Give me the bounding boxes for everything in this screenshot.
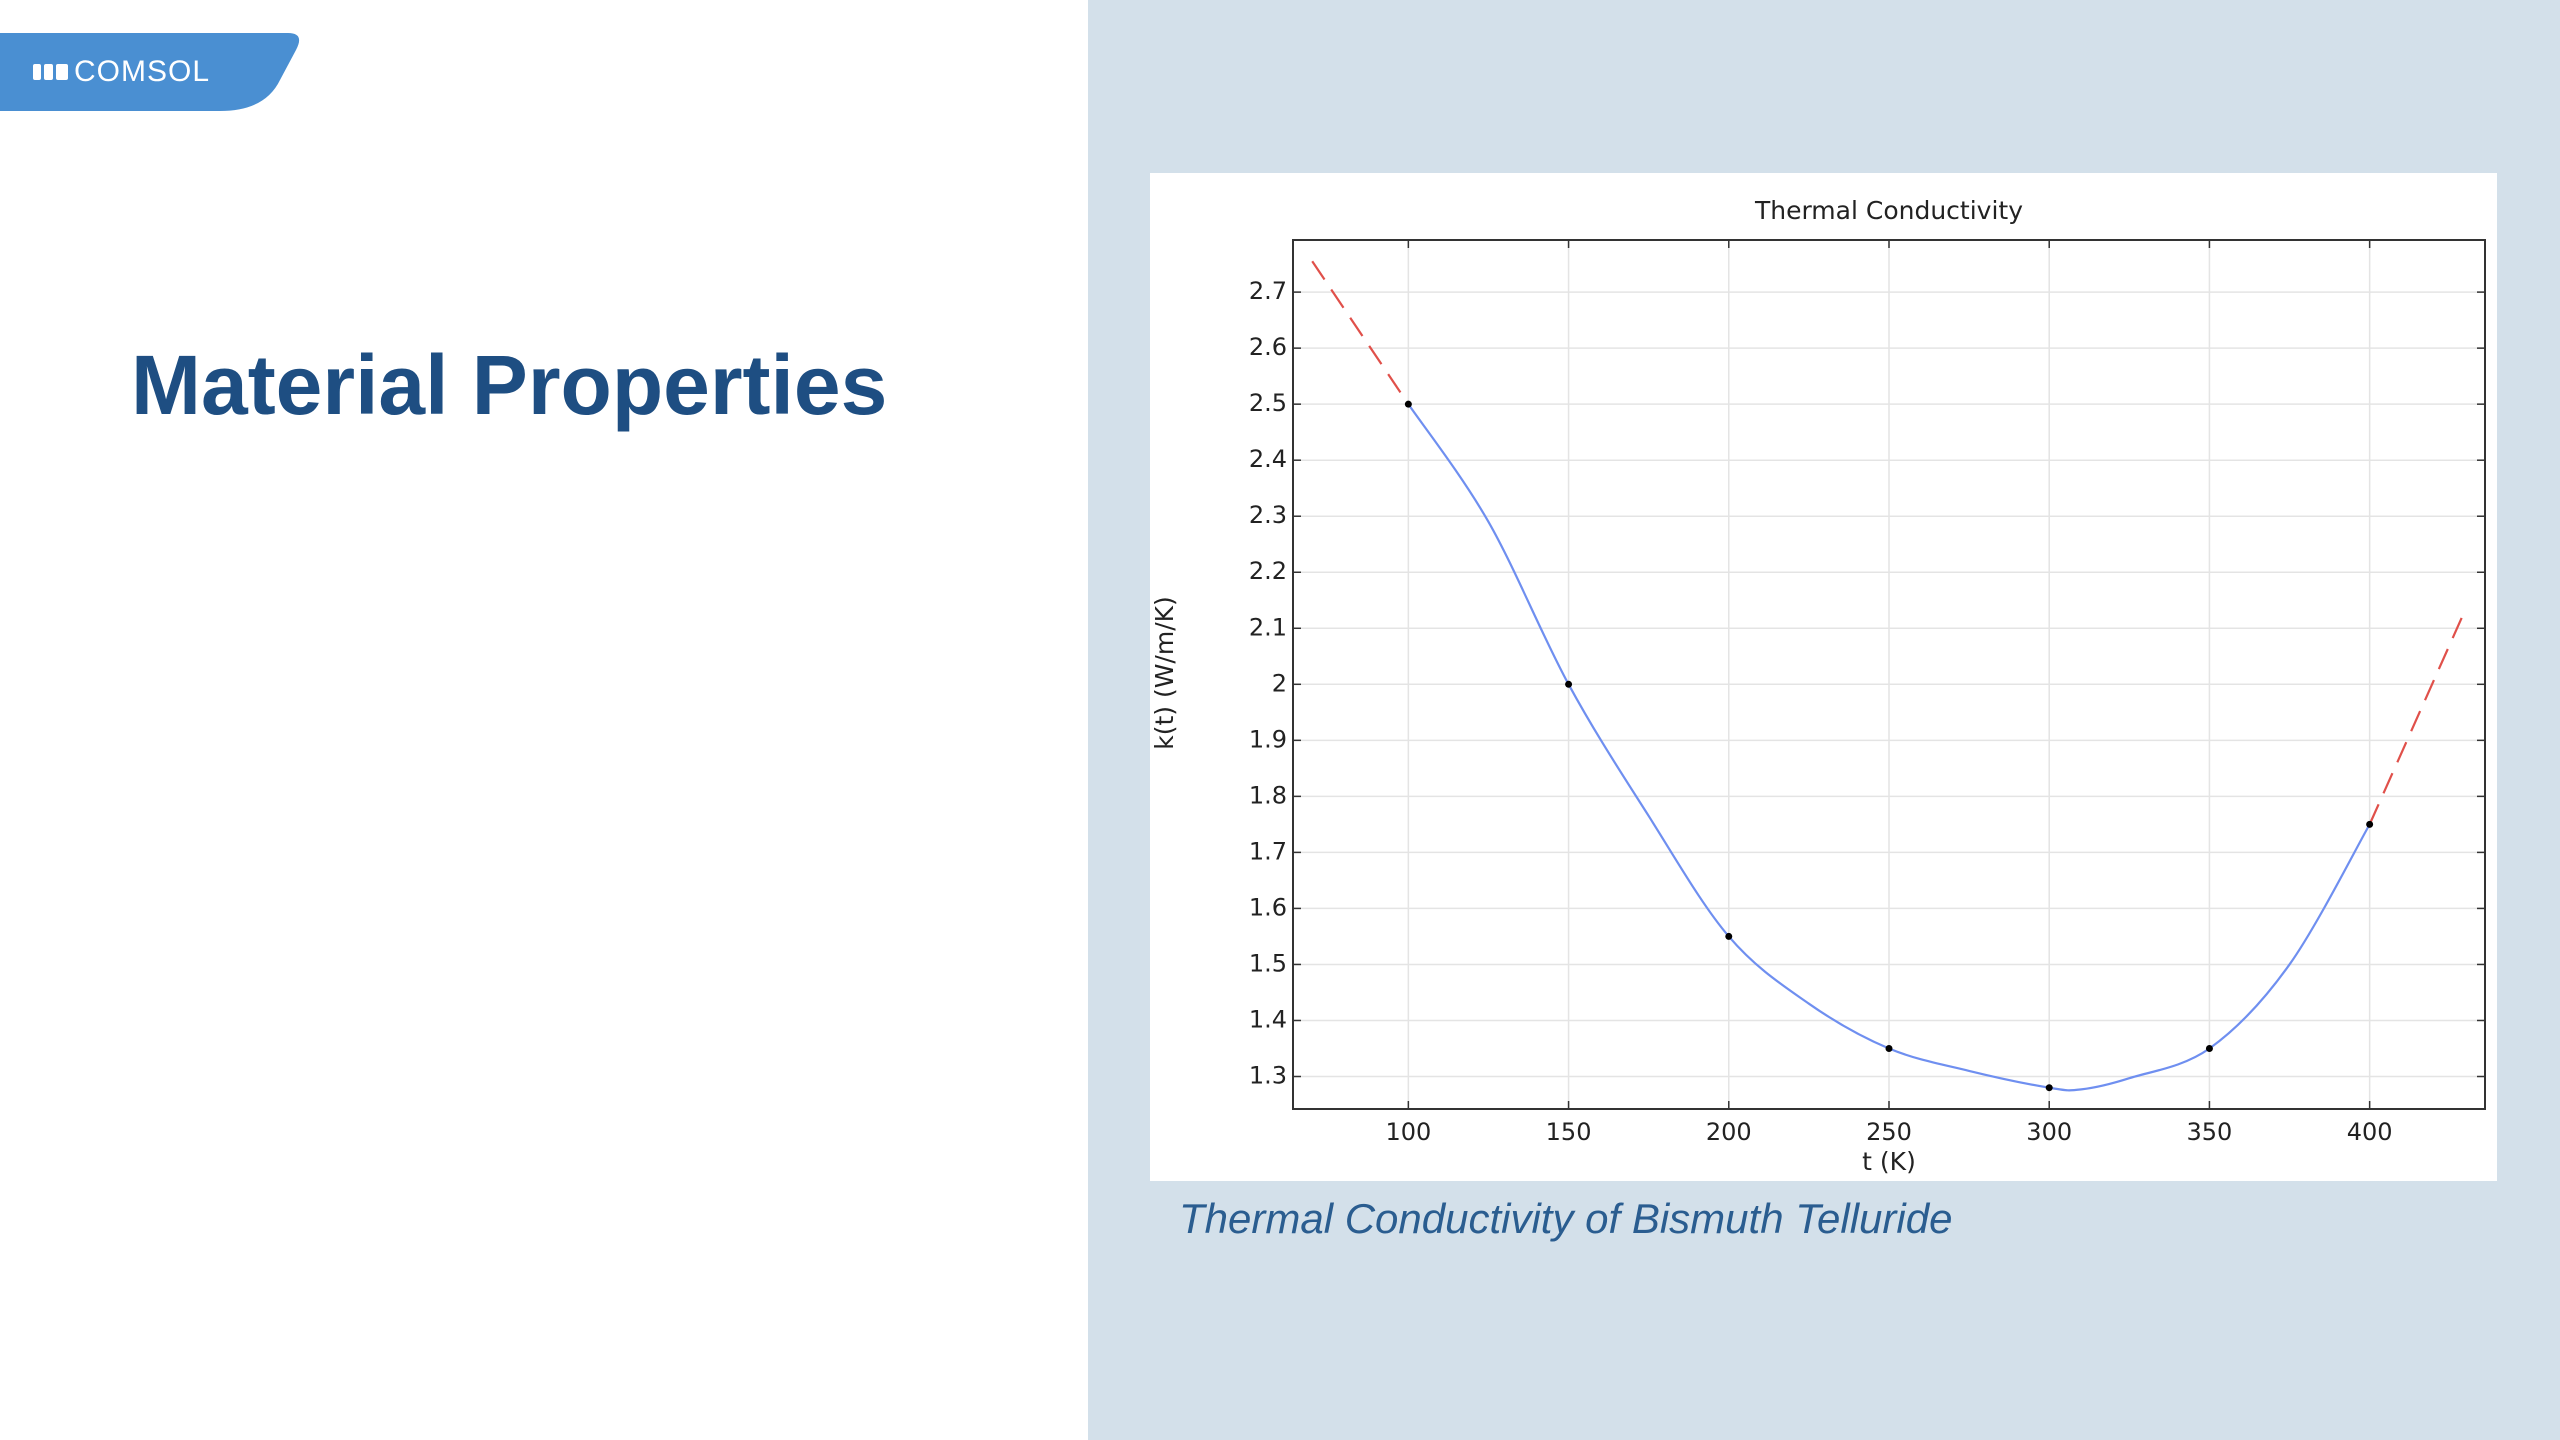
extrapolation-line xyxy=(1311,260,1410,405)
data-point xyxy=(1885,1044,1893,1052)
y-tick-label: 1.7 xyxy=(1249,837,1287,865)
plot-frame xyxy=(1292,239,2486,1110)
y-tick-label: 1.5 xyxy=(1249,949,1287,977)
data-point xyxy=(1725,932,1733,940)
slide-title: Material Properties xyxy=(131,338,887,432)
plot: 100 150 200 250 300 350 400 1.3 1.4 1.5 1.6 1.7 1.8 1… xyxy=(1249,239,2486,1146)
logo-text: COMSOL xyxy=(74,55,210,88)
y-tick-label: 2.2 xyxy=(1249,557,1287,585)
y-tick-label: 2.1 xyxy=(1249,613,1287,641)
data-point xyxy=(1404,400,1412,408)
logo-icon xyxy=(33,64,68,80)
data-point xyxy=(2045,1084,2053,1092)
y-tick-label: 2.3 xyxy=(1249,501,1287,529)
caption: Thermal Conductivity of Bismuth Tellurid… xyxy=(1179,1195,1952,1242)
x-tick-label: 150 xyxy=(1546,1118,1592,1146)
extrapolation-line xyxy=(2368,608,2467,825)
data-point xyxy=(2205,1044,2213,1052)
y-tick-label: 2 xyxy=(1272,669,1287,697)
y-tick-label: 2.7 xyxy=(1249,277,1287,305)
y-tick-label: 1.9 xyxy=(1249,725,1287,753)
y-tick-label: 1.4 xyxy=(1249,1005,1287,1033)
chart-background xyxy=(1150,173,2497,1181)
y-axis-label: k(t) (W/m/K) xyxy=(1150,596,1179,750)
x-tick-label: 250 xyxy=(1866,1118,1912,1146)
x-axis-label: t (K) xyxy=(1862,1147,1916,1176)
x-tick-label: 200 xyxy=(1706,1118,1752,1146)
x-tick-label: 300 xyxy=(2026,1118,2072,1146)
y-tick-label: 2.4 xyxy=(1249,445,1287,473)
logo-badge xyxy=(0,33,300,111)
y-tick-label: 2.6 xyxy=(1249,333,1287,361)
x-tick-label: 100 xyxy=(1385,1118,1431,1146)
data-point xyxy=(1565,680,1573,688)
y-tick-label: 2.5 xyxy=(1249,389,1287,417)
data-point xyxy=(2366,820,2374,828)
x-tick-label: 350 xyxy=(2187,1118,2233,1146)
x-tick-label: 400 xyxy=(2347,1118,2393,1146)
left-panel xyxy=(0,0,1088,1440)
y-tick-label: 1.6 xyxy=(1249,893,1287,921)
y-tick-label: 1.3 xyxy=(1249,1062,1287,1090)
chart-title: Thermal Conductivity xyxy=(1754,196,2023,225)
y-tick-label: 1.8 xyxy=(1249,781,1287,809)
